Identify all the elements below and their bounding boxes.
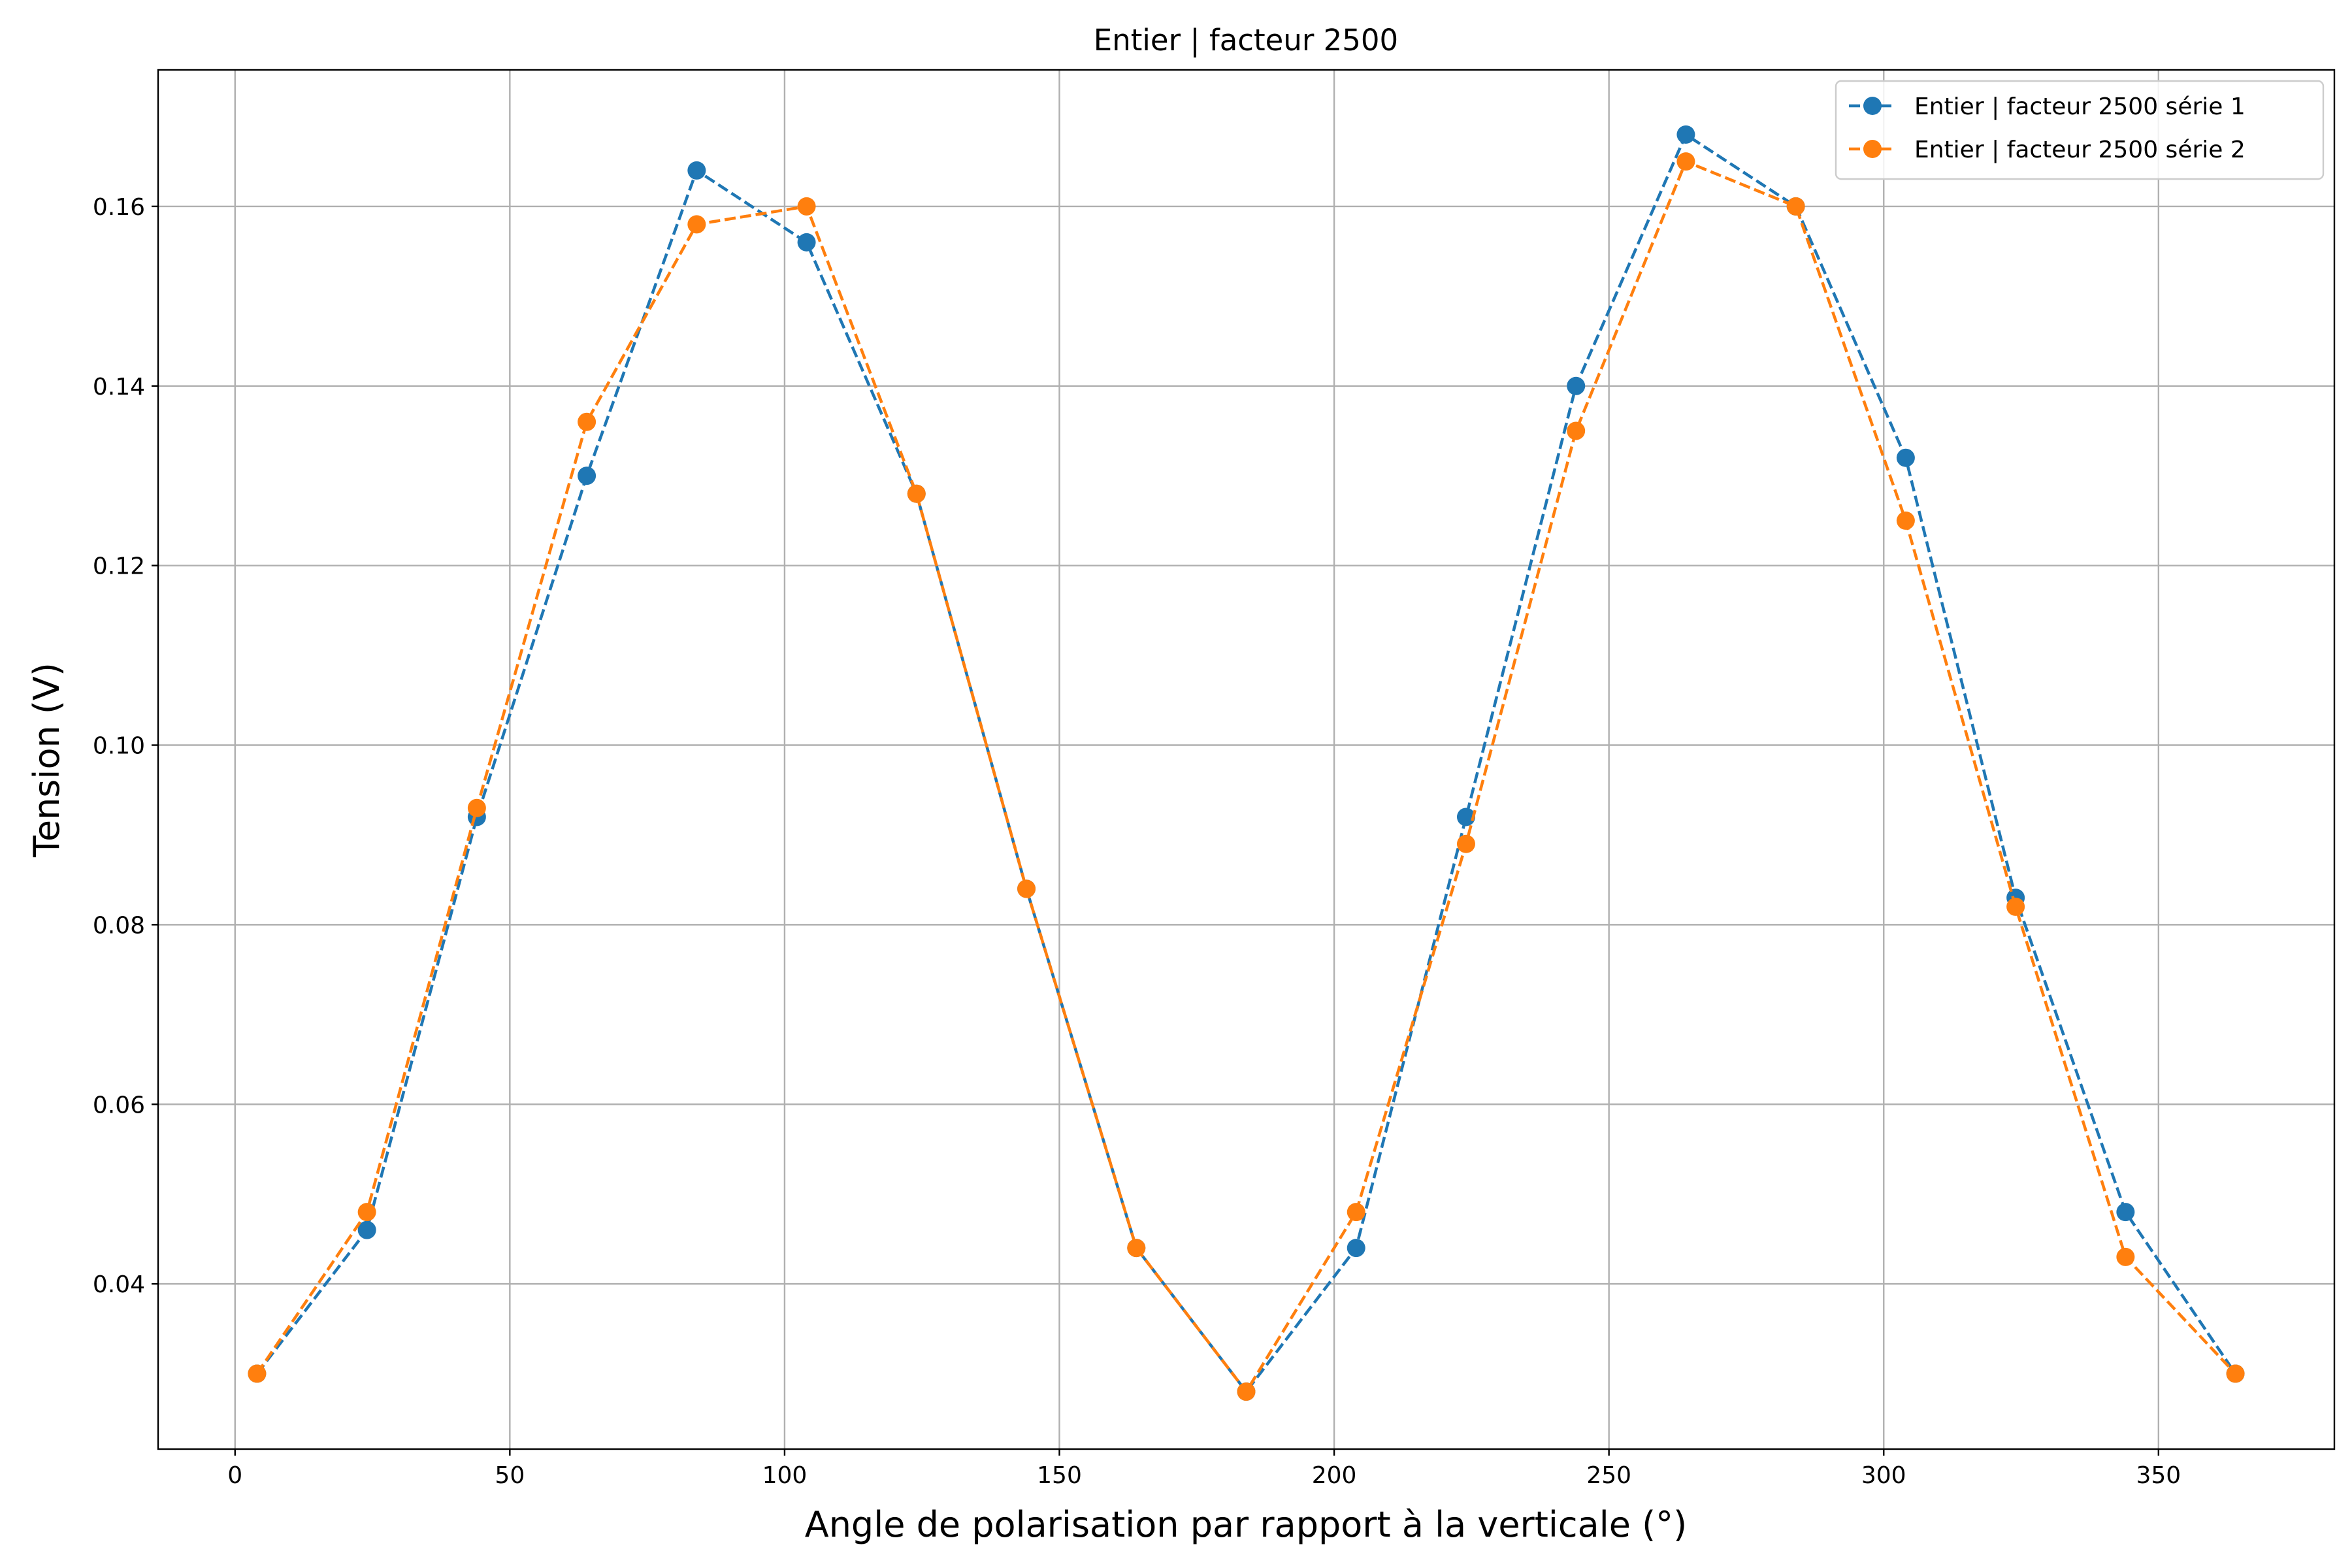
series-1-point	[1347, 1239, 1365, 1258]
series-2-point	[1896, 511, 1915, 530]
x-tick-label: 200	[1312, 1462, 1357, 1489]
y-tick-label: 0.16	[93, 194, 145, 221]
legend-marker-swatch	[1863, 97, 1882, 115]
series-1-point	[357, 1220, 376, 1239]
series-2-point	[797, 197, 816, 216]
y-axis: 0.04 0.06 0.08 0.10 0.12 0.14 0.16	[93, 194, 158, 1298]
y-tick-label: 0.14	[93, 374, 145, 400]
series-2-point	[907, 484, 926, 503]
legend-label: Entier | facteur 2500 série 2	[1914, 137, 2246, 163]
series-1-point	[578, 466, 596, 485]
series-2-point	[687, 215, 706, 234]
y-axis-label: Tension (V)	[26, 662, 67, 858]
series-2	[248, 152, 2245, 1401]
x-tick-label: 350	[2136, 1462, 2181, 1489]
legend-marker-swatch	[1863, 140, 1882, 158]
x-tick-label: 250	[1586, 1462, 1631, 1489]
gridlines	[158, 70, 2334, 1449]
series-2-point	[2116, 1247, 2135, 1266]
series-1-point	[797, 233, 816, 252]
x-axis-label: Angle de polarisation par rapport à la v…	[805, 1504, 1687, 1545]
legend: Entier | facteur 2500 série 1 Entier | fa…	[1835, 80, 2325, 180]
series-2-point	[1676, 152, 1695, 171]
series-2-point	[1567, 421, 1586, 440]
series-1-point	[687, 161, 706, 180]
x-tick-label: 50	[495, 1462, 525, 1489]
legend-label: Entier | facteur 2500 série 1	[1914, 93, 2246, 120]
y-tick-label: 0.10	[93, 733, 145, 760]
x-tick-label: 0	[227, 1462, 242, 1489]
series-2-point	[1017, 879, 1036, 898]
plot-area-frame	[157, 69, 2336, 1450]
series-2-point	[1456, 834, 1475, 853]
legend-box	[1835, 80, 2325, 180]
legend-item: Entier | facteur 2500 série 1	[1849, 93, 2246, 120]
y-tick-label: 0.12	[93, 553, 145, 580]
y-tick-label: 0.04	[93, 1271, 145, 1298]
series-2-point	[1786, 197, 1805, 216]
series-2-point	[467, 798, 486, 817]
series-2-point	[2226, 1364, 2245, 1383]
legend-item: Entier | facteur 2500 série 2	[1849, 137, 2246, 163]
series-2-point	[578, 412, 596, 431]
x-tick-label: 100	[762, 1462, 808, 1489]
chart-title: Entier | facteur 2500	[1094, 23, 1398, 57]
series-1-point	[1676, 125, 1695, 144]
series-1-point	[2116, 1203, 2135, 1222]
series-1-point	[1456, 808, 1475, 826]
y-tick-label: 0.08	[93, 912, 145, 939]
series-2-point	[248, 1364, 267, 1383]
series-1-point	[1567, 376, 1586, 395]
y-tick-label: 0.06	[93, 1092, 145, 1119]
x-tick-label: 150	[1037, 1462, 1082, 1489]
series-2-point	[1127, 1239, 1146, 1258]
x-axis: 0 50 100 150 200 250 300 350	[227, 1449, 2181, 1489]
series-2-point	[1347, 1203, 1365, 1222]
series-2-point	[357, 1203, 376, 1222]
x-tick-label: 300	[1861, 1462, 1906, 1489]
series-layer	[248, 125, 2245, 1401]
series-1-point	[1896, 448, 1915, 467]
series-2-point	[1237, 1382, 1256, 1401]
series-2-point	[2006, 897, 2025, 916]
